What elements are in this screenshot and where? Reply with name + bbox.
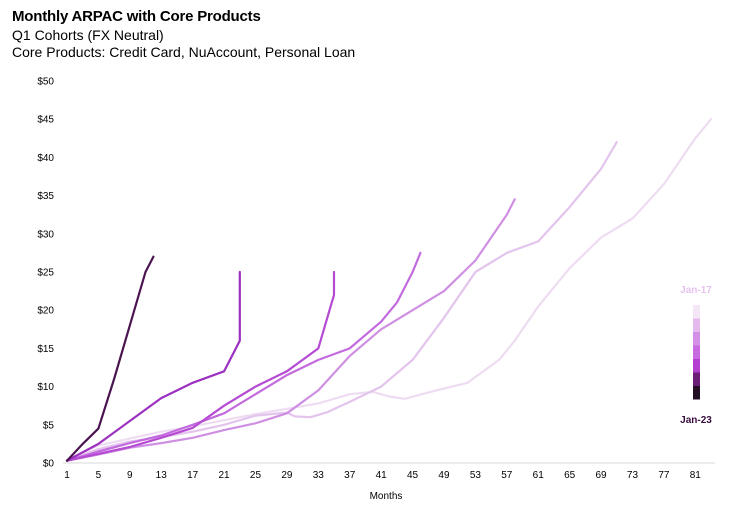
series-line-jan-17 <box>65 118 713 461</box>
y-tick-label: $15 <box>37 344 54 355</box>
series-line-jan-22 <box>65 270 241 462</box>
x-tick-label: 81 <box>690 470 702 481</box>
x-tick-label: 33 <box>313 470 325 481</box>
series-line-jan-18 <box>65 141 618 462</box>
legend-bottom-label: Jan-23 <box>680 415 712 426</box>
x-tick-label: 65 <box>564 470 576 481</box>
y-tick-label: $5 <box>43 420 55 431</box>
y-tick-label: $10 <box>37 382 54 393</box>
x-tick-label: 29 <box>281 470 293 481</box>
y-tick-label: $50 <box>37 77 54 88</box>
series-line-jan-20 <box>65 251 422 462</box>
legend-swatch <box>693 318 700 332</box>
x-tick-label: 25 <box>250 470 262 481</box>
chart-title: Monthly ARPAC with Core Products <box>12 8 261 25</box>
x-tick-label: 57 <box>501 470 513 481</box>
x-tick-label: 69 <box>595 470 607 481</box>
y-tick-label: $40 <box>37 153 54 164</box>
x-tick-label: 21 <box>219 470 231 481</box>
y-tick-label: $0 <box>43 459 55 470</box>
y-tick-label: $30 <box>37 229 54 240</box>
x-tick-label: 13 <box>156 470 168 481</box>
x-tick-label: 73 <box>627 470 639 481</box>
x-tick-label: 41 <box>376 470 388 481</box>
x-tick-label: 37 <box>344 470 356 481</box>
legend-top-label: Jan-17 <box>680 285 712 296</box>
legend-color-scale <box>693 305 700 400</box>
cohort-legend: Jan-17 Jan-23 <box>680 285 712 426</box>
legend-swatch <box>693 386 700 400</box>
legend-swatch <box>693 359 700 373</box>
x-tick-label: 5 <box>96 470 102 481</box>
series-line-jan-19 <box>65 198 516 462</box>
series-line-jan-23 <box>65 255 155 462</box>
x-tick-label: 53 <box>470 470 482 481</box>
x-tick-label: 9 <box>127 470 133 481</box>
series-line-jan-21 <box>65 270 336 462</box>
x-tick-label: 45 <box>407 470 419 481</box>
x-tick-label: 61 <box>533 470 545 481</box>
legend-swatch <box>693 332 700 346</box>
legend-swatch <box>693 305 700 319</box>
y-tick-label: $45 <box>37 115 54 126</box>
legend-swatch <box>693 372 700 386</box>
y-tick-label: $25 <box>37 268 54 279</box>
chart-subtitle-cohorts: Q1 Cohorts (FX Neutral) <box>12 27 164 43</box>
legend-swatch <box>693 345 700 359</box>
x-tick-label: 1 <box>64 470 70 481</box>
series-layer <box>65 118 713 462</box>
y-tick-label: $35 <box>37 191 54 202</box>
x-tick-label: 77 <box>658 470 670 481</box>
chart-subtitle-products: Core Products: Credit Card, NuAccount, P… <box>12 44 356 60</box>
x-axis: 1 5 9 13 17 21 25 29 33 37 41 45 49 53 57 61 65 69 73 77 81 <box>63 462 715 481</box>
y-tick-label: $20 <box>37 306 54 317</box>
x-axis-title: Months <box>370 491 403 502</box>
x-tick-label: 17 <box>187 470 199 481</box>
x-tick-label: 49 <box>438 470 450 481</box>
y-axis: $0 $5 $10 $15 $20 $25 $30 $35 $40 $45 $50 <box>37 77 54 470</box>
